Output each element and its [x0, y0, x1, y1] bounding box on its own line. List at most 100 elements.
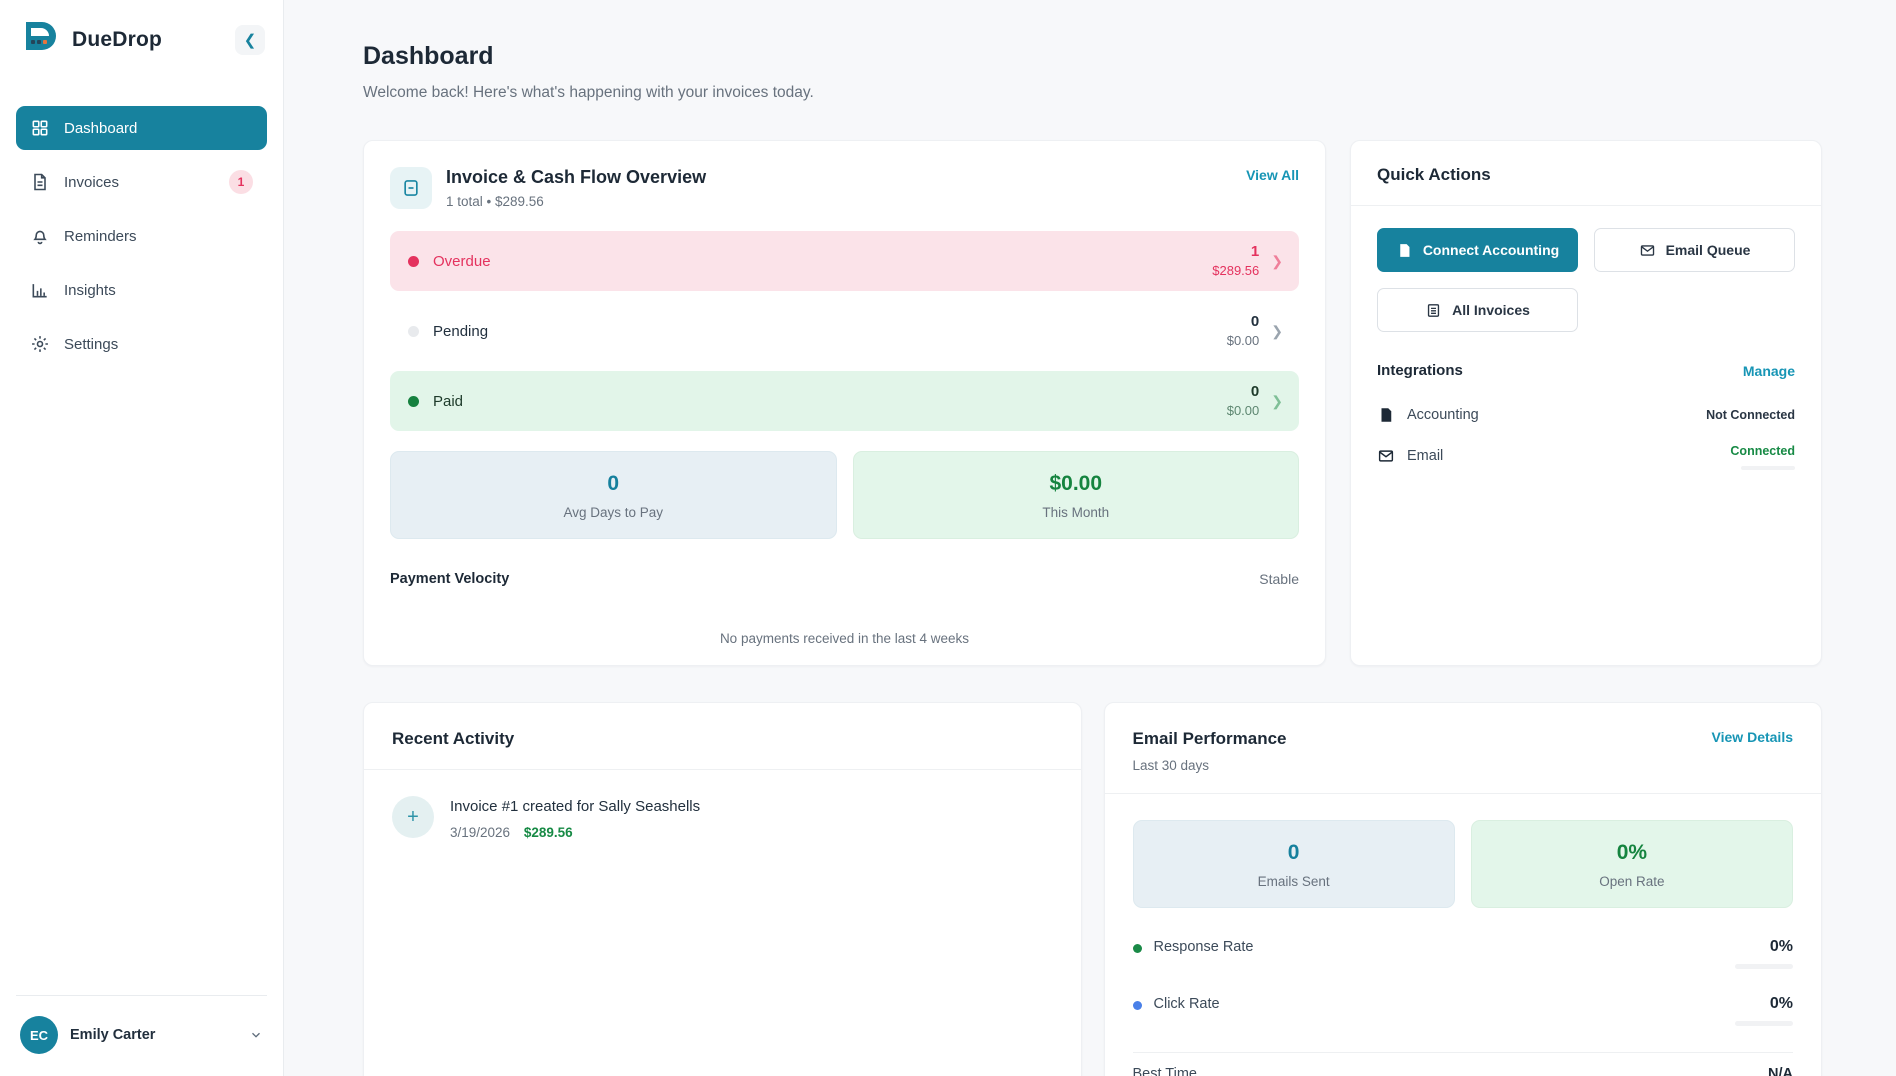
chevron-left-icon: ❮: [243, 32, 257, 49]
status-row-pending[interactable]: Pending 0 $0.00 ❯: [390, 301, 1299, 361]
click-rate-row: Click Rate 0%: [1132, 995, 1793, 1026]
stat-label: Emails Sent: [1257, 874, 1330, 889]
integration-status: Not Connected: [1706, 408, 1795, 422]
integration-row-accounting: Accounting Not Connected: [1377, 397, 1795, 433]
brand-row: DueDrop ❮: [0, 20, 283, 60]
status-amount: $289.56: [1212, 263, 1260, 279]
stat-value: 0: [607, 472, 620, 495]
stat-label: Open Rate: [1599, 874, 1665, 889]
status-count: 0: [1250, 313, 1260, 331]
user-name: Emily Carter: [70, 1027, 156, 1043]
sidebar-item-dashboard[interactable]: Dashboard: [16, 106, 267, 150]
activity-list-item[interactable]: + Invoice #1 created for Sally Seashells…: [392, 796, 1053, 840]
document-icon: [34, 173, 46, 191]
rate-label: Response Rate: [1153, 939, 1254, 955]
status-row-paid[interactable]: Paid 0 $0.00 ❯: [390, 371, 1299, 431]
pending-dot-icon: [408, 325, 419, 337]
sidebar-collapse-button[interactable]: ❮: [235, 25, 265, 55]
bar-chart-icon: [32, 284, 47, 298]
stat-label: This Month: [1042, 505, 1110, 520]
status-amount: $0.00: [1226, 333, 1260, 349]
chevron-right-icon: ❯: [1271, 252, 1283, 269]
sidebar-item-settings[interactable]: Settings: [16, 322, 267, 366]
duedrop-logo-icon: [26, 22, 56, 50]
payment-velocity-label: Payment Velocity: [390, 571, 510, 587]
quick-actions-card: Quick Actions Connect Accounting Email Q…: [1350, 140, 1822, 666]
page-subtitle: Welcome back! Here's what's happening wi…: [363, 84, 814, 101]
list-document-icon: [1427, 303, 1440, 317]
stat-value: 0%: [1616, 841, 1648, 864]
paid-dot-icon: [408, 395, 419, 407]
rate-progress-bar: [1735, 1021, 1793, 1026]
sidebar-item-insights[interactable]: Insights: [16, 268, 267, 312]
rate-value: 0%: [1769, 995, 1793, 1012]
sidebar-item-label: Reminders: [64, 227, 137, 245]
activity-title: Invoice #1 created for Sally Seashells: [450, 798, 701, 815]
invoice-overview-card: Invoice & Cash Flow Overview 1 total • $…: [363, 140, 1326, 666]
avatar: EC: [20, 1016, 58, 1054]
integrations-title: Integrations: [1377, 362, 1463, 379]
document-icon: [1400, 243, 1410, 257]
connect-accounting-button[interactable]: Connect Accounting: [1377, 228, 1578, 272]
meta-value: N/A: [1768, 1066, 1793, 1076]
invoices-count-badge: 1: [229, 170, 253, 194]
rate-progress-bar: [1735, 964, 1793, 969]
manage-link[interactable]: Manage: [1742, 362, 1795, 379]
best-time-row: Best Time N/A: [1105, 1053, 1822, 1076]
page-title: Dashboard: [363, 42, 494, 70]
rate-value: 0%: [1769, 938, 1793, 955]
button-label: Connect Accounting: [1422, 242, 1560, 258]
divider: [364, 769, 1081, 770]
status-count: 0: [1250, 383, 1260, 401]
stat-value: $0.00: [1049, 472, 1103, 495]
email-performance-title: Email Performance: [1132, 729, 1287, 748]
stat-value: 0: [1287, 841, 1300, 864]
button-label: All Invoices: [1452, 302, 1530, 318]
sidebar-item-invoices[interactable]: Invoices 1: [16, 160, 267, 204]
view-details-link[interactable]: View Details: [1711, 729, 1793, 745]
invoice-overview-icon-badge: [390, 167, 432, 209]
document-icon: [404, 180, 418, 196]
avg-days-stat: 0 Avg Days to Pay: [390, 451, 837, 539]
view-all-link[interactable]: View All: [1246, 167, 1299, 183]
blue-dot-icon: [1132, 1001, 1142, 1010]
open-rate-stat: 0% Open Rate: [1470, 820, 1793, 908]
status-underline-bar: [1741, 466, 1795, 470]
activity-amount: $289.56: [523, 825, 573, 840]
sidebar-item-label: Insights: [64, 281, 116, 299]
email-performance-card: Email Performance Last 30 days View Deta…: [1103, 702, 1822, 1076]
recent-activity-card: Recent Activity + Invoice #1 created for…: [363, 702, 1082, 1076]
divider: [1104, 793, 1821, 794]
status-label: Paid: [433, 392, 464, 410]
status-count: 1: [1250, 243, 1260, 261]
email-performance-subtitle: Last 30 days: [1132, 758, 1210, 773]
green-dot-icon: [1132, 944, 1142, 953]
user-menu[interactable]: EC Emily Carter: [16, 995, 267, 1058]
integration-status: Connected: [1730, 444, 1795, 458]
status-label: Pending: [433, 322, 489, 340]
status-row-overdue[interactable]: Overdue 1 $289.56 ❯: [390, 231, 1299, 291]
button-label: Email Queue: [1665, 242, 1751, 258]
bell-icon: [33, 230, 47, 245]
main-content: Dashboard Welcome back! Here's what's ha…: [284, 0, 1896, 1076]
overdue-dot-icon: [408, 255, 419, 267]
mail-icon: [1640, 244, 1654, 256]
email-queue-button[interactable]: Email Queue: [1594, 228, 1795, 272]
payment-velocity-value: Stable: [1259, 571, 1299, 587]
chevron-down-icon: [252, 1032, 260, 1038]
status-amount: $0.00: [1226, 403, 1260, 419]
integration-label: Accounting: [1407, 407, 1479, 423]
divider: [1132, 1052, 1793, 1053]
meta-label: Best Time: [1132, 1066, 1197, 1076]
recent-activity-title: Recent Activity: [392, 729, 515, 748]
sidebar-item-label: Invoices: [64, 173, 120, 191]
response-rate-row: Response Rate 0%: [1132, 938, 1793, 969]
sidebar-item-reminders[interactable]: Reminders: [16, 214, 267, 258]
quick-actions-title: Quick Actions: [1377, 165, 1491, 184]
stat-label: Avg Days to Pay: [563, 505, 664, 520]
emails-sent-stat: 0 Emails Sent: [1132, 820, 1455, 908]
app-title: DueDrop: [72, 28, 163, 51]
all-invoices-button[interactable]: All Invoices: [1377, 288, 1578, 332]
plus-icon: +: [392, 796, 434, 838]
integration-row-email: Email Connected: [1377, 433, 1795, 479]
